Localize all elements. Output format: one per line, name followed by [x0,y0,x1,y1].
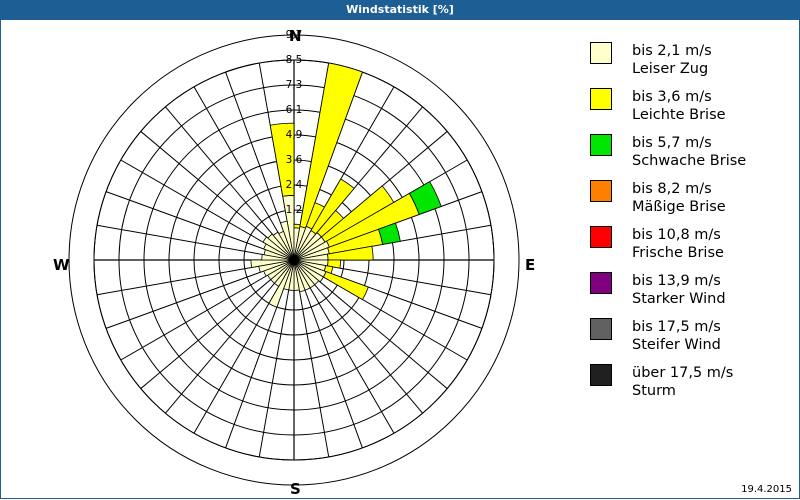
rose-wedge [293,259,325,283]
legend-range: bis 17,5 m/s [632,319,721,335]
rose-wedge [378,222,401,245]
window-title: Windstatistik [%] [0,0,800,20]
ring-label: 8,5 [286,54,303,66]
rose-wedge [327,245,374,261]
rose-wedge [293,223,301,229]
rose-bars [250,62,442,308]
direction-label-south: S [290,480,301,498]
direction-label-west: W [53,256,70,274]
ring-label: 2,4 [286,179,303,191]
rose-wedge [268,259,295,308]
legend-swatch [590,134,612,156]
legend-swatch [590,42,612,64]
legend-name: Frische Brise [632,245,724,261]
legend-swatch [590,318,612,340]
legend-swatch [590,364,612,386]
legend-name: Leichte Brise [632,107,726,123]
rose-wedge [293,259,306,293]
center-hub [290,256,298,264]
ring-label: 7,3 [286,79,303,91]
legend-name: Leiser Zug [632,61,709,77]
ring-label: 4,9 [286,129,303,141]
legend-range: bis 10,8 m/s [632,227,721,243]
rose-wedge [408,181,442,215]
legend-swatch [590,180,612,202]
direction-label-north: N [289,27,302,45]
legend-range: bis 5,7 m/s [632,135,712,151]
legend-range: bis 13,9 m/s [632,273,721,289]
legend-name: Schwache Brise [632,153,747,169]
rose-wedge [269,122,295,197]
ring-label: 9,7 [286,29,303,41]
wind-rose-chart: 1,2 2,4 3,6 4,9 6,1 7,3 8,5 9,7 [68,29,520,486]
rose-wedge [280,220,295,261]
legend-swatch [590,226,612,248]
rose-wedge [267,233,295,261]
ring-label: 3,6 [286,154,303,166]
legend-swatch [590,272,612,294]
legend-name: Steifer Wind [632,337,721,353]
legend-name: Mäßige Brise [632,199,726,215]
rose-wedge [250,259,295,268]
legend-range: bis 2,1 m/s [632,43,712,59]
rose-wedge [272,231,295,261]
legend-name: Starker Wind [632,291,726,307]
rose-wedge [262,236,295,261]
legend-swatch [590,88,612,110]
date-label: 19.4.2015 [741,484,792,495]
direction-label-east: E [525,256,536,274]
legend-name: Sturm [632,383,676,399]
ring-label: 1,2 [286,204,303,216]
rose-wedge [299,62,363,229]
rose-wedge [327,259,342,269]
legend-range: über 17,5 m/s [632,365,734,381]
rose-wedge [322,271,369,301]
ring-label: 6,1 [286,104,303,116]
legend-range: bis 8,2 m/s [632,181,712,197]
legend-range: bis 3,6 m/s [632,89,712,105]
rose-wedge [310,178,355,235]
ring-labels: 1,2 2,4 3,6 4,9 6,1 7,3 8,5 9,7 [286,29,303,216]
